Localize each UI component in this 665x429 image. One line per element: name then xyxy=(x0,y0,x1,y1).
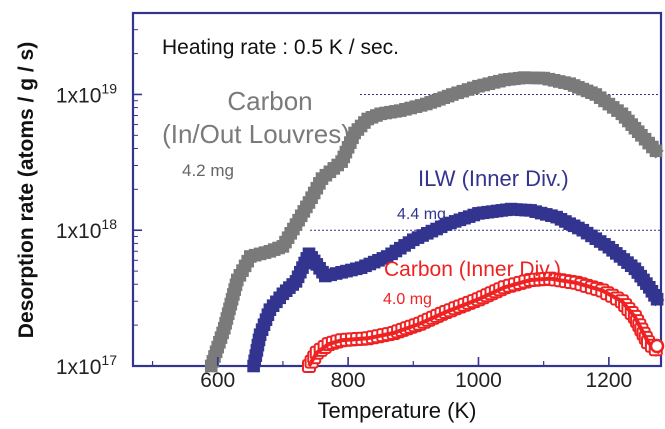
y-axis-title: Desorption rate (atoms / g / s) xyxy=(15,42,38,338)
series-0 xyxy=(204,71,664,373)
x-tick-label: 600 xyxy=(200,369,235,392)
series-label-carbon-louvres-line1: Carbon xyxy=(227,86,312,116)
series-end-marker xyxy=(649,338,665,354)
x-tick-label: 800 xyxy=(331,369,366,392)
y-tick-label: 1x1018 xyxy=(56,216,117,243)
series-2 xyxy=(302,271,664,373)
x-tick-labels: 600 800 1000 1200 xyxy=(200,369,632,392)
mass-label-carbon-louvres: 4.2 mg xyxy=(182,161,234,180)
plot-frame xyxy=(131,11,663,368)
y-tick-label: 1x1017 xyxy=(56,352,117,379)
y-tick-labels: 1x1017 1x1018 1x1019 xyxy=(56,80,117,379)
series-marker xyxy=(649,144,663,158)
heating-rate-annotation: Heating rate : 0.5 K / sec. xyxy=(162,36,399,59)
gridlines xyxy=(310,93,661,231)
series-marker xyxy=(650,292,664,306)
series-label-carbon-inner: Carbon (Inner Div.) xyxy=(384,258,561,281)
series-label-carbon-louvres-line2: (In/Out Louvres) xyxy=(162,119,350,149)
axis-ticks xyxy=(133,29,610,367)
series-1 xyxy=(247,202,665,373)
series-layer xyxy=(204,71,665,373)
x-tick-label: 1200 xyxy=(585,369,632,392)
series-label-ilw: ILW (Inner Div.) xyxy=(418,166,569,191)
y-tick-label: 1x1019 xyxy=(56,80,117,107)
mass-label-ilw: 4.4 mg xyxy=(397,206,446,223)
mass-label-carbon-inner: 4.0 mg xyxy=(383,291,432,308)
x-axis-title: Temperature (K) xyxy=(318,398,477,423)
x-tick-label: 1000 xyxy=(455,369,502,392)
series-outline-2 xyxy=(307,276,662,368)
